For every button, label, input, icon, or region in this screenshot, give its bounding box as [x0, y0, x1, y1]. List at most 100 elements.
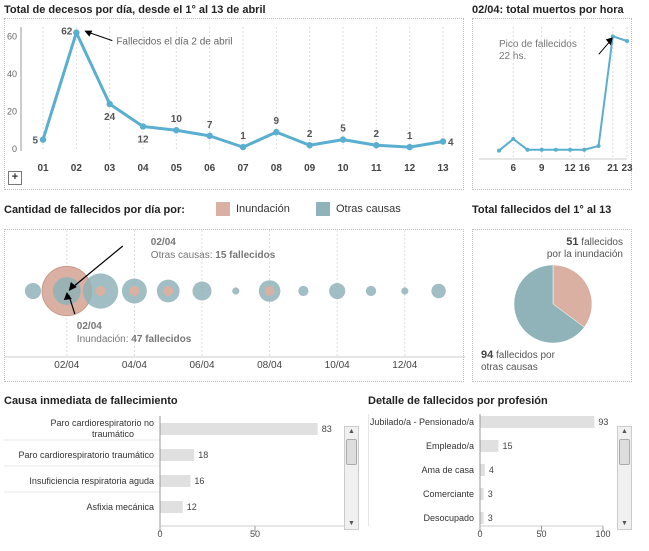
hourly-chart-panel: 6 9 12 16 21 23 Pico de fallecidos 22 hs. — [472, 18, 633, 190]
daily-ytick-label: 40 — [7, 69, 17, 79]
bubbles-chart-title: Cantidad de fallecidos por día por: — [4, 204, 185, 216]
daily-xtick-label: 01 — [37, 163, 49, 174]
causa-bar — [160, 423, 318, 435]
causa-label-line2: traumático — [92, 429, 134, 439]
causa-bar — [160, 501, 183, 513]
profesion-label: Comerciante — [423, 489, 474, 499]
bubble-otras-causas — [329, 282, 346, 300]
daily-ytick-label: 20 — [7, 106, 17, 116]
bubble-xtick-label: 06/04 — [189, 360, 214, 371]
daily-data-point — [173, 127, 180, 134]
pie-top-text2: por la inundación — [546, 249, 623, 260]
scroll-down-icon[interactable]: ▼ — [621, 520, 628, 527]
bubble-otras-causas — [232, 287, 240, 295]
zoom-in-button[interactable]: + — [8, 171, 22, 185]
daily-data-label: 4 — [448, 137, 454, 148]
daily-data-point — [139, 123, 147, 130]
daily-data-point — [439, 138, 447, 145]
causa-label: Paro cardiorespiratorio no — [50, 418, 154, 428]
bubble-xtick-label: 08/04 — [257, 360, 282, 371]
bubble-note-top-value: 15 fallecidos — [215, 250, 275, 261]
daily-data-point — [273, 128, 280, 136]
daily-xtick-label: 08 — [271, 163, 283, 174]
daily-xtick-label: 10 — [337, 163, 349, 174]
bubble-inner-dot — [95, 286, 106, 296]
causa-label: Paro cardiorespiratorio traumático — [18, 450, 154, 460]
causa-bar-value: 12 — [187, 502, 197, 512]
daily-xtick-label: 09 — [304, 163, 316, 174]
daily-xtick-label: 06 — [204, 163, 216, 174]
daily-xtick-label: 11 — [371, 163, 382, 174]
daily-xtick-label: 02 — [71, 163, 83, 174]
bubble-inner-dot — [264, 286, 275, 296]
profesion-label: Empleado/a — [426, 441, 474, 451]
bubble-note-bottom-text: Inundación: — [77, 334, 132, 345]
profesion-xtick-label: 100 — [595, 529, 610, 539]
profesion-chart-title: Detalle de fallecidos por profesión — [368, 395, 548, 407]
causa-xtick-label: 0 — [157, 529, 162, 539]
daily-data-point — [306, 142, 313, 149]
daily-xtick-label: 12 — [404, 163, 416, 174]
hourly-xtick-label: 16 — [579, 163, 591, 174]
daily-data-label: 5 — [340, 124, 346, 135]
daily-data-point — [406, 143, 413, 151]
causa-scroll-thumb[interactable] — [346, 439, 357, 465]
bubble-note-bottom-value: 47 fallecidos — [131, 334, 191, 345]
bubble-chart: 02/04 04/04 06/04 08/04 10/04 12/04 02/04 Otras… — [5, 230, 465, 371]
hourly-data-point — [568, 147, 573, 152]
daily-series-line — [41, 31, 444, 149]
legend-label-otras-causas: Otras causas — [336, 203, 401, 215]
bubble-otras-causas — [365, 285, 377, 297]
pie-top-value: 51 — [566, 236, 579, 248]
bubble-otras-causas — [52, 277, 81, 305]
bubble-note-bottom-arrowhead — [63, 292, 72, 300]
hourly-data-point — [625, 39, 629, 43]
profesion-xtick-label: 50 — [536, 529, 546, 539]
profesion-bar — [480, 488, 484, 500]
legend-otras-causas: Otras causas — [316, 202, 401, 216]
profesion-label: Ama de casa — [421, 465, 474, 475]
bubbles-chart-panel: 02/04 04/04 06/04 08/04 10/04 12/04 02/04 Otras… — [4, 229, 465, 382]
bubble-xtick-label: 04/04 — [122, 360, 147, 371]
causa-bar — [160, 475, 191, 487]
hourly-annotation-line2: 22 hs. — [499, 51, 526, 62]
scroll-down-icon[interactable]: ▼ — [348, 520, 355, 527]
daily-data-label: 2 — [374, 129, 380, 140]
scroll-up-icon[interactable]: ▲ — [621, 428, 628, 435]
profesion-chart-panel: 93 Jubilado/a - Pensionado/a 15 Empleado/a 4… — [367, 408, 634, 546]
daily-annotation-arrowhead — [84, 30, 93, 37]
profesion-bar-value: 3 — [488, 513, 493, 523]
bubble-xtick-label: 10/04 — [325, 360, 350, 371]
bubble-inner-dot — [129, 286, 140, 296]
hourly-data-point — [582, 147, 587, 152]
legend-swatch-otras-causas — [316, 202, 330, 216]
pie-top-text1: fallecidos — [581, 237, 623, 248]
profesion-scroll-thumb[interactable] — [619, 439, 630, 465]
daily-data-point — [373, 142, 380, 149]
profesion-scrollbar[interactable]: ▲ ▼ — [617, 426, 632, 530]
bubble-otras-causas — [24, 282, 42, 300]
daily-xtick-label: 03 — [104, 163, 116, 174]
daily-data-label: 62 — [61, 27, 73, 38]
pie-bottom-value: 94 — [481, 349, 494, 361]
daily-chart-title: Total de decesos por día, desde el 1° al… — [4, 4, 266, 16]
hourly-chart-title: 02/04: total muertos por hora — [472, 4, 624, 16]
daily-ytick-label: 0 — [12, 144, 17, 154]
daily-ytick-label: 60 — [7, 31, 17, 41]
daily-data-point — [39, 136, 47, 143]
hourly-data-point — [553, 147, 558, 152]
pie-bottom-note: 94 fallecidos por otras causas — [481, 349, 555, 374]
causa-chart-panel: 83 Paro cardiorespiratorio no traumático 18… — [4, 408, 360, 546]
daily-data-label: 1 — [407, 131, 413, 142]
causa-scrollbar[interactable]: ▲ ▼ — [344, 426, 359, 530]
profesion-xtick-label: 0 — [477, 529, 482, 539]
causa-bar — [160, 449, 195, 461]
daily-data-label: 24 — [104, 112, 116, 123]
bubble-note-top-arrow — [71, 245, 124, 289]
pie-bottom-text2: otras causas — [481, 362, 538, 373]
profesion-bar-value: 4 — [489, 465, 494, 475]
bubble-note-bottom-line: Inundación: 47 fallecidos — [77, 334, 192, 345]
hourly-series-line — [498, 35, 628, 152]
scroll-up-icon[interactable]: ▲ — [348, 428, 355, 435]
